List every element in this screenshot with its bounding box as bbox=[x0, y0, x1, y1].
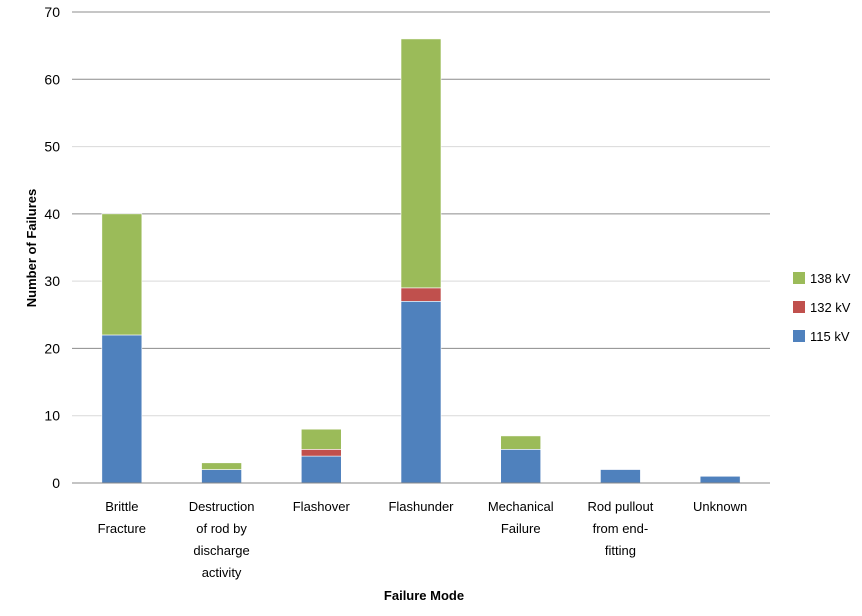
bar-segment bbox=[101, 213, 143, 336]
x-category-label: discharge bbox=[193, 543, 249, 558]
y-tick-label: 10 bbox=[44, 408, 60, 424]
x-category-label: Mechanical bbox=[488, 499, 554, 514]
x-category-label: activity bbox=[202, 565, 242, 580]
x-category-label: Failure bbox=[501, 521, 541, 536]
y-axis-ticks: 0 10 20 30 40 50 60 70 bbox=[44, 4, 60, 491]
x-category-label: Flashunder bbox=[388, 499, 454, 514]
x-category-label: Flashover bbox=[293, 499, 351, 514]
bar-segment bbox=[600, 469, 641, 484]
legend-swatch bbox=[793, 301, 805, 313]
x-category-label: Destruction bbox=[189, 499, 255, 514]
x-category-label: Fracture bbox=[98, 521, 146, 536]
legend: 138 kV 132 kV 115 kV bbox=[793, 271, 851, 344]
legend-label: 132 kV bbox=[810, 300, 851, 315]
x-axis-title: Failure Mode bbox=[384, 588, 464, 603]
y-tick-label: 0 bbox=[52, 475, 60, 491]
bar-segment bbox=[500, 449, 542, 484]
x-category-label: from end- bbox=[593, 521, 649, 536]
bar-segment bbox=[699, 475, 741, 484]
y-tick-label: 20 bbox=[44, 340, 60, 356]
bar-segment bbox=[300, 428, 342, 450]
legend-label: 138 kV bbox=[810, 271, 851, 286]
bars bbox=[101, 38, 741, 484]
bar-segment bbox=[201, 469, 242, 484]
y-tick-label: 70 bbox=[44, 4, 60, 20]
x-category-label: of rod by bbox=[196, 521, 247, 536]
legend-label: 115 kV bbox=[810, 329, 850, 344]
bar-segment bbox=[400, 287, 442, 302]
y-tick-label: 60 bbox=[44, 71, 60, 87]
x-category-label: Brittle bbox=[105, 499, 138, 514]
bar-segment bbox=[500, 435, 542, 450]
bar-segment bbox=[201, 462, 242, 470]
x-category-label: fitting bbox=[605, 543, 636, 558]
x-axis-categories: Brittle Fracture Destruction of rod by disch… bbox=[98, 499, 748, 580]
y-tick-label: 50 bbox=[44, 139, 60, 155]
bar-segment bbox=[400, 38, 442, 289]
bar-segment bbox=[300, 449, 342, 457]
y-tick-label: 30 bbox=[44, 273, 60, 289]
bar-segment bbox=[400, 301, 442, 484]
x-category-label: Unknown bbox=[693, 499, 747, 514]
legend-swatch bbox=[793, 272, 805, 284]
y-axis-title: Number of Failures bbox=[24, 189, 39, 307]
y-tick-label: 40 bbox=[44, 206, 60, 222]
bar-segment bbox=[300, 455, 342, 484]
x-category-label: Rod pullout bbox=[588, 499, 654, 514]
bar-segment bbox=[101, 334, 143, 484]
legend-swatch bbox=[793, 330, 805, 342]
